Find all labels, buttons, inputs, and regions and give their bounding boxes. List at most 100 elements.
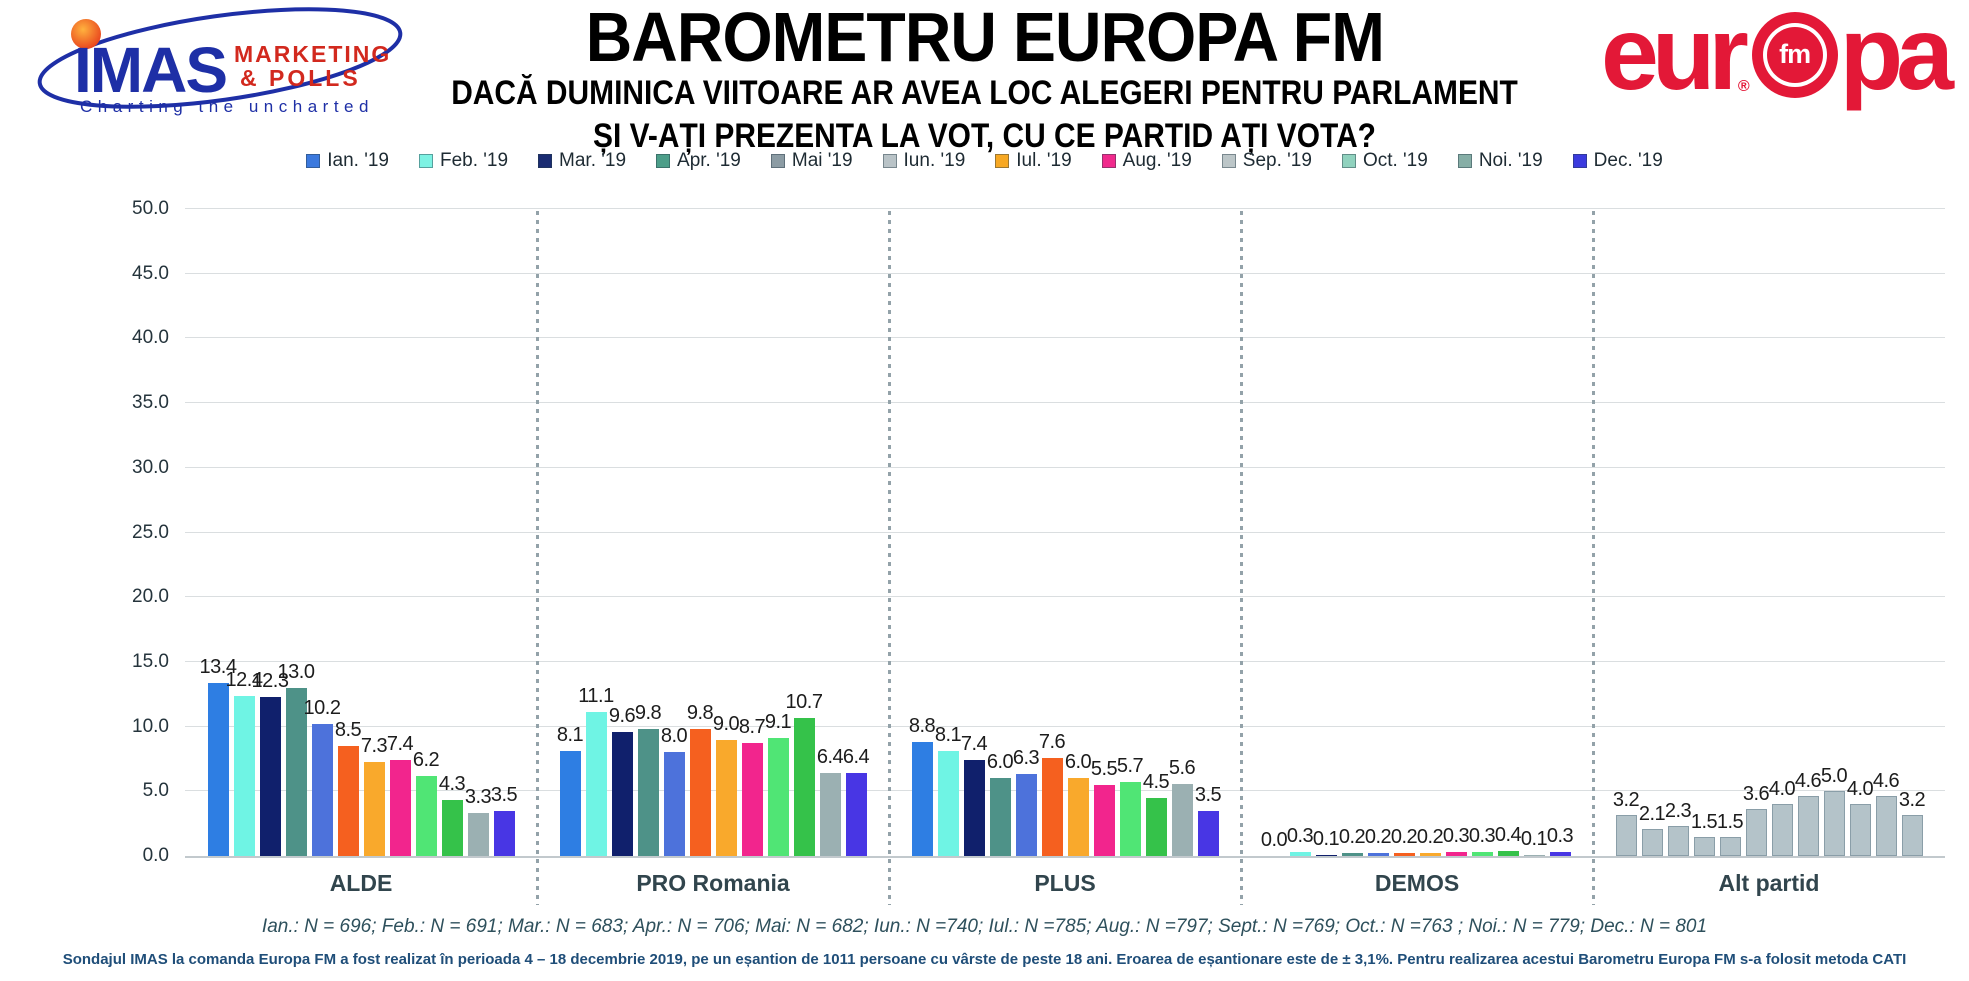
bar: 0.1	[1521, 828, 1548, 856]
bar-value-label: 2.3	[1664, 800, 1692, 823]
bar: 13.0	[278, 661, 315, 856]
imas-marketing-text: MARKETING	[234, 41, 391, 67]
gridline	[185, 725, 1945, 727]
bar: 3.5	[1195, 784, 1222, 856]
bar-group-alt-partid: 3.2 2.1 2.3 1.5 1.5 3.6 4.0 4.6 5.0 4.0 4.6 3.2 Alt …	[1593, 211, 1945, 896]
legend-label: Noi. '19	[1478, 150, 1543, 171]
bar: 7.4	[961, 733, 988, 856]
registered-mark-icon: ®	[1737, 77, 1750, 95]
legend-swatch	[995, 154, 1010, 168]
bar: 9.8	[687, 702, 714, 856]
bar-value-label: 0.0	[1260, 829, 1288, 851]
bar: 9.6	[609, 705, 636, 856]
bar-value-label: 9.8	[634, 702, 662, 725]
legend-label: Iun. '19	[903, 150, 966, 171]
bar-group-pro-romania: 8.1 11.1 9.6 9.8 8.0 9.8 9.0 8.7 9.1 10.7 6.4 6.4 PR…	[537, 211, 889, 896]
bar-value-label: 10.7	[785, 690, 823, 713]
bar: 0.4	[1495, 824, 1522, 856]
legend-swatch	[1101, 154, 1116, 168]
bar: 7.3	[361, 735, 388, 856]
bar-value-label: 7.4	[960, 733, 988, 756]
bar: 0.2	[1365, 826, 1392, 856]
bar: 6.0	[987, 751, 1014, 856]
legend-label: Mai '19	[791, 150, 853, 171]
bar-value-label: 6.2	[412, 748, 440, 771]
bar-value-label: 8.8	[908, 715, 936, 738]
europafm-logo-eur: eur	[1600, 0, 1749, 112]
legend-label: Feb. '19	[439, 150, 509, 171]
bar-group-plus: 8.8 8.1 7.4 6.0 6.3 7.6 6.0 5.5 5.7 4.5 5.6 3.5 PLUS	[889, 211, 1241, 896]
bar: 9.1	[765, 711, 792, 856]
bar-value-label: 7.6	[1038, 730, 1066, 753]
legend-item: Oct. '19	[1341, 150, 1428, 172]
bar: 0.3	[1443, 825, 1470, 856]
bar: 3.5	[491, 784, 518, 856]
legend-label: Iul. '19	[1016, 150, 1072, 171]
bar-value-label: 6.4	[842, 746, 870, 769]
imas-logo-graphic: IMAS MARKETING & POLLS Charting the unch…	[37, 7, 403, 116]
bar-value-label: 3.6	[1742, 783, 1770, 806]
legend-item: Apr. '19	[656, 150, 741, 172]
legend-item: Aug. '19	[1101, 150, 1192, 172]
bar: 4.5	[1143, 771, 1170, 856]
chart-legend: Ian. '19 Feb. '19 Mar. '19 Apr. '19 Mai '19 I…	[0, 150, 1969, 172]
subtitle-line-2: ȘI V-AȚI PREZENTA LA VOT, CU CE PARTID A…	[593, 117, 1376, 155]
bar-value-label: 6.4	[816, 746, 844, 769]
bar-value-label: 0.4	[1494, 823, 1522, 846]
bar-value-label: 4.6	[1794, 770, 1822, 793]
bar-group-alde: 13.4 12.4 12.3 13.0 10.2 8.5 7.3 7.4 6.2 4.3 3.3 3.…	[185, 211, 537, 896]
bar: 6.4	[817, 746, 844, 856]
legend-item: Noi. '19	[1457, 150, 1543, 172]
gridline	[185, 337, 1945, 339]
group-separator	[888, 211, 891, 905]
legend-swatch	[538, 154, 553, 168]
bar-value-label: 5.6	[1168, 756, 1196, 779]
subtitle-line-1: DACĂ DUMINICA VIITOARE AR AVEA LOC ALEGE…	[451, 74, 1518, 112]
y-axis-label: 45.0	[132, 262, 169, 284]
europafm-logo: eur ® fm pa	[1600, 0, 1954, 112]
bar: 13.4	[200, 656, 237, 856]
bar-value-label: 6.0	[986, 751, 1014, 774]
europafm-logo-fm: fm	[1766, 26, 1823, 83]
legend-label: Ian. '19	[327, 150, 389, 171]
bar-value-label: 3.2	[1898, 788, 1926, 811]
imas-polls-text: & POLLS	[240, 65, 361, 91]
imas-logo-text: IMAS	[74, 34, 226, 106]
bar: 8.1	[935, 724, 962, 856]
bar: 0.2	[1417, 826, 1444, 856]
bar: 2.3	[1665, 800, 1692, 856]
imas-logo: IMAS MARKETING & POLLS Charting the unch…	[22, 4, 422, 116]
bar-value-label: 1.5	[1716, 810, 1744, 833]
bar: 5.6	[1169, 757, 1196, 856]
bar: 4.6	[1873, 770, 1900, 856]
bar: 1.5	[1717, 811, 1744, 856]
bar: 5.0	[1821, 765, 1848, 856]
bar-value-label: 3.3	[464, 786, 492, 809]
group-separator	[1592, 211, 1595, 905]
bar: 0.3	[1287, 825, 1314, 856]
europafm-logo-o-disc: fm	[1751, 11, 1838, 98]
bar-value-label: 4.0	[1768, 778, 1796, 801]
legend-swatch	[656, 154, 671, 168]
bar-value-label: 9.6	[608, 704, 636, 727]
bar: 3.3	[465, 786, 492, 856]
europafm-logo-o-ring: fm	[1762, 22, 1827, 87]
category-label: Alt partid	[1718, 870, 1820, 896]
gridline	[185, 660, 1945, 662]
y-axis-label: 40.0	[132, 327, 169, 349]
footnote-method: Sondajul IMAS la comanda Europa FM a fos…	[62, 951, 1907, 968]
bar-value-label: 0.1	[1312, 827, 1340, 850]
legend-item: Dec. '19	[1572, 150, 1663, 172]
legend-item: Feb. '19	[418, 150, 509, 172]
y-axis-label: 15.0	[132, 650, 169, 672]
bar: 2.1	[1639, 803, 1666, 856]
bar: 8.7	[739, 716, 766, 856]
y-axis-label: 10.0	[132, 715, 169, 737]
bar-value-label: 0.1	[1520, 827, 1548, 850]
bar: 0.2	[1391, 826, 1418, 856]
title-block: BAROMETRU EUROPA FM DACĂ DUMINICA VIITOA…	[0, 0, 1969, 156]
bar: 8.8	[909, 715, 936, 856]
bar-value-label: 13.0	[277, 660, 315, 683]
bar-group-demos: 0.0 0.3 0.1 0.2 0.2 0.2 0.2 0.3 0.3 0.4 0.1 0.3 DEMO…	[1241, 211, 1593, 896]
